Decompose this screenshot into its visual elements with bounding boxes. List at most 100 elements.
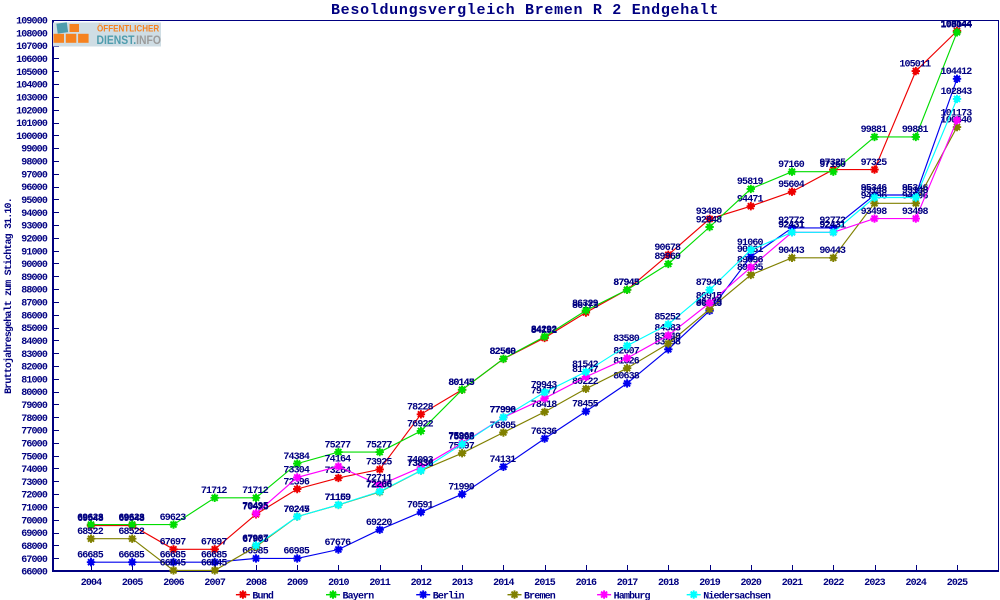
- svg-text:Bruttojahresgehalt zum Stichta: Bruttojahresgehalt zum Stichtag 31.10.: [3, 198, 15, 394]
- svg-text:107000: 107000: [16, 42, 48, 53]
- svg-text:2008: 2008: [246, 578, 267, 589]
- svg-text:99000: 99000: [21, 145, 48, 156]
- svg-text:102000: 102000: [16, 106, 48, 117]
- svg-text:87943: 87943: [613, 278, 640, 289]
- svg-text:73925: 73925: [366, 458, 393, 469]
- svg-text:Niedersachsen: Niedersachsen: [703, 591, 771, 600]
- svg-text:66045: 66045: [201, 559, 228, 570]
- svg-text:103000: 103000: [16, 94, 48, 105]
- svg-text:108000: 108000: [16, 29, 48, 40]
- svg-text:82000: 82000: [21, 363, 48, 374]
- svg-text:67697: 67697: [201, 538, 228, 549]
- svg-text:92772: 92772: [819, 216, 846, 227]
- svg-text:88000: 88000: [21, 286, 48, 297]
- svg-text:78455: 78455: [572, 400, 599, 411]
- svg-text:72206: 72206: [366, 480, 393, 491]
- svg-text:77000: 77000: [21, 427, 48, 438]
- svg-text:2006: 2006: [163, 578, 184, 589]
- svg-text:2011: 2011: [369, 578, 390, 589]
- svg-text:66685: 66685: [118, 551, 145, 562]
- svg-text:80145: 80145: [448, 378, 475, 389]
- svg-text:74131: 74131: [490, 455, 517, 466]
- svg-text:104000: 104000: [16, 81, 48, 92]
- svg-text:ÖFFENTLICHER: ÖFFENTLICHER: [97, 23, 160, 34]
- svg-text:75277: 75277: [366, 440, 393, 451]
- svg-text:66985: 66985: [242, 547, 269, 558]
- svg-text:81000: 81000: [21, 375, 48, 386]
- svg-text:86329: 86329: [572, 299, 599, 310]
- svg-text:66685: 66685: [77, 551, 104, 562]
- svg-text:74384: 74384: [283, 452, 310, 463]
- svg-text:71169: 71169: [325, 493, 352, 504]
- svg-text:67000: 67000: [21, 555, 48, 566]
- svg-text:72396: 72396: [283, 477, 310, 488]
- svg-text:2013: 2013: [452, 578, 473, 589]
- svg-text:80143: 80143: [448, 378, 475, 389]
- svg-text:84383: 84383: [654, 324, 681, 335]
- svg-text:76922: 76922: [407, 419, 434, 430]
- svg-text:68000: 68000: [21, 542, 48, 553]
- svg-text:84292: 84292: [531, 325, 558, 336]
- svg-text:82560: 82560: [490, 347, 517, 358]
- svg-text:79943: 79943: [531, 381, 558, 392]
- svg-text:74164: 74164: [325, 455, 352, 466]
- svg-text:90678: 90678: [654, 243, 681, 254]
- svg-text:87945: 87945: [613, 278, 640, 289]
- svg-text:75000: 75000: [21, 452, 48, 463]
- svg-text:2007: 2007: [204, 578, 225, 589]
- svg-text:105000: 105000: [16, 68, 48, 79]
- svg-text:101000: 101000: [16, 119, 48, 130]
- svg-text:93000: 93000: [21, 222, 48, 233]
- svg-text:89000: 89000: [21, 273, 48, 284]
- svg-text:2023: 2023: [864, 578, 885, 589]
- svg-text:108044: 108044: [941, 21, 973, 32]
- svg-text:66685: 66685: [160, 551, 187, 562]
- svg-text:68522: 68522: [118, 527, 145, 538]
- svg-text:81542: 81542: [572, 360, 599, 371]
- svg-text:95819: 95819: [737, 177, 764, 188]
- svg-text:2010: 2010: [328, 578, 349, 589]
- svg-text:2024: 2024: [905, 578, 926, 589]
- svg-text:96000: 96000: [21, 183, 48, 194]
- svg-text:91000: 91000: [21, 247, 48, 258]
- svg-text:93498: 93498: [902, 207, 929, 218]
- svg-text:66000: 66000: [21, 568, 48, 579]
- svg-text:92431: 92431: [778, 221, 805, 232]
- svg-text:73000: 73000: [21, 478, 48, 489]
- svg-text:79000: 79000: [21, 401, 48, 412]
- svg-text:73836: 73836: [407, 459, 434, 470]
- svg-text:86000: 86000: [21, 311, 48, 322]
- svg-text:75277: 75277: [325, 440, 352, 451]
- svg-text:90443: 90443: [819, 246, 846, 257]
- svg-text:97000: 97000: [21, 170, 48, 181]
- svg-text:95346: 95346: [902, 183, 929, 194]
- svg-text:69623: 69623: [118, 513, 145, 524]
- svg-text:2012: 2012: [411, 578, 432, 589]
- svg-text:70495: 70495: [242, 502, 269, 513]
- svg-text:87000: 87000: [21, 299, 48, 310]
- svg-text:108144: 108144: [941, 19, 973, 30]
- svg-text:109000: 109000: [16, 17, 48, 28]
- svg-text:Besoldungsvergleich Bremen R 2: Besoldungsvergleich Bremen R 2 Endgehalt: [331, 2, 719, 19]
- svg-text:Bund: Bund: [252, 591, 273, 600]
- svg-text:104412: 104412: [941, 67, 973, 78]
- svg-text:84192: 84192: [531, 326, 558, 337]
- svg-text:85000: 85000: [21, 324, 48, 335]
- svg-text:71159: 71159: [325, 493, 352, 504]
- svg-text:84000: 84000: [21, 337, 48, 348]
- svg-text:68522: 68522: [77, 527, 104, 538]
- svg-text:70591: 70591: [407, 501, 434, 512]
- svg-text:66685: 66685: [201, 551, 228, 562]
- svg-text:2009: 2009: [287, 578, 308, 589]
- svg-text:102843: 102843: [941, 87, 973, 98]
- svg-text:78000: 78000: [21, 414, 48, 425]
- svg-text:95000: 95000: [21, 196, 48, 207]
- svg-text:85252: 85252: [654, 313, 681, 324]
- svg-text:2019: 2019: [699, 578, 720, 589]
- svg-text:75968: 75968: [448, 432, 475, 443]
- svg-text:69220: 69220: [366, 518, 393, 529]
- svg-text:69548: 69548: [118, 514, 145, 525]
- svg-text:98000: 98000: [21, 158, 48, 169]
- svg-text:87946: 87946: [696, 278, 723, 289]
- svg-text:95148: 95148: [902, 186, 929, 197]
